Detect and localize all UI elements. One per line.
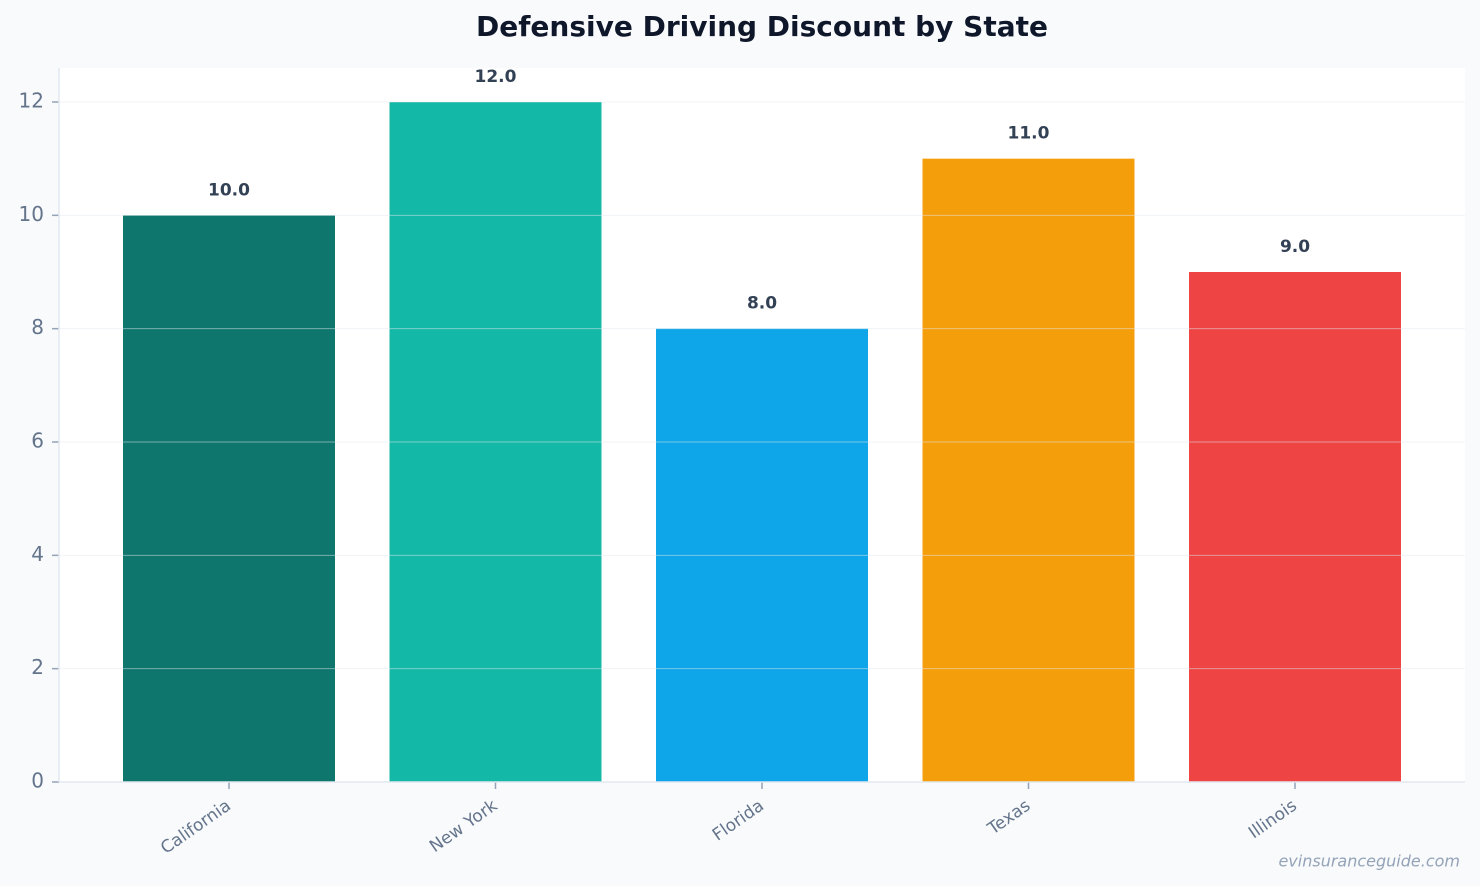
bar xyxy=(1189,272,1401,782)
y-tick-label: 0 xyxy=(31,769,44,793)
chart-title: Defensive Driving Discount by State xyxy=(476,10,1048,43)
y-tick-label: 2 xyxy=(31,655,44,679)
y-tick-label: 10 xyxy=(19,202,44,226)
x-tick-label: New York xyxy=(426,796,501,857)
watermark: evinsuranceguide.com xyxy=(1278,852,1460,871)
value-label: 9.0 xyxy=(1280,237,1310,257)
y-tick-label: 8 xyxy=(31,315,44,339)
y-tick-label: 6 xyxy=(31,429,44,453)
value-label: 12.0 xyxy=(475,67,517,87)
y-tick-label: 12 xyxy=(19,89,44,113)
value-label: 10.0 xyxy=(208,180,250,200)
value-label: 11.0 xyxy=(1008,124,1050,144)
y-tick-label: 4 xyxy=(31,542,44,566)
bar xyxy=(922,158,1135,782)
x-tick-label: California xyxy=(157,796,235,859)
x-tick-label: Florida xyxy=(709,796,768,846)
x-tick-label: Texas xyxy=(983,796,1034,840)
bar xyxy=(123,215,335,783)
value-label: 8.0 xyxy=(747,294,777,314)
x-tick-label: Illinois xyxy=(1245,796,1301,843)
